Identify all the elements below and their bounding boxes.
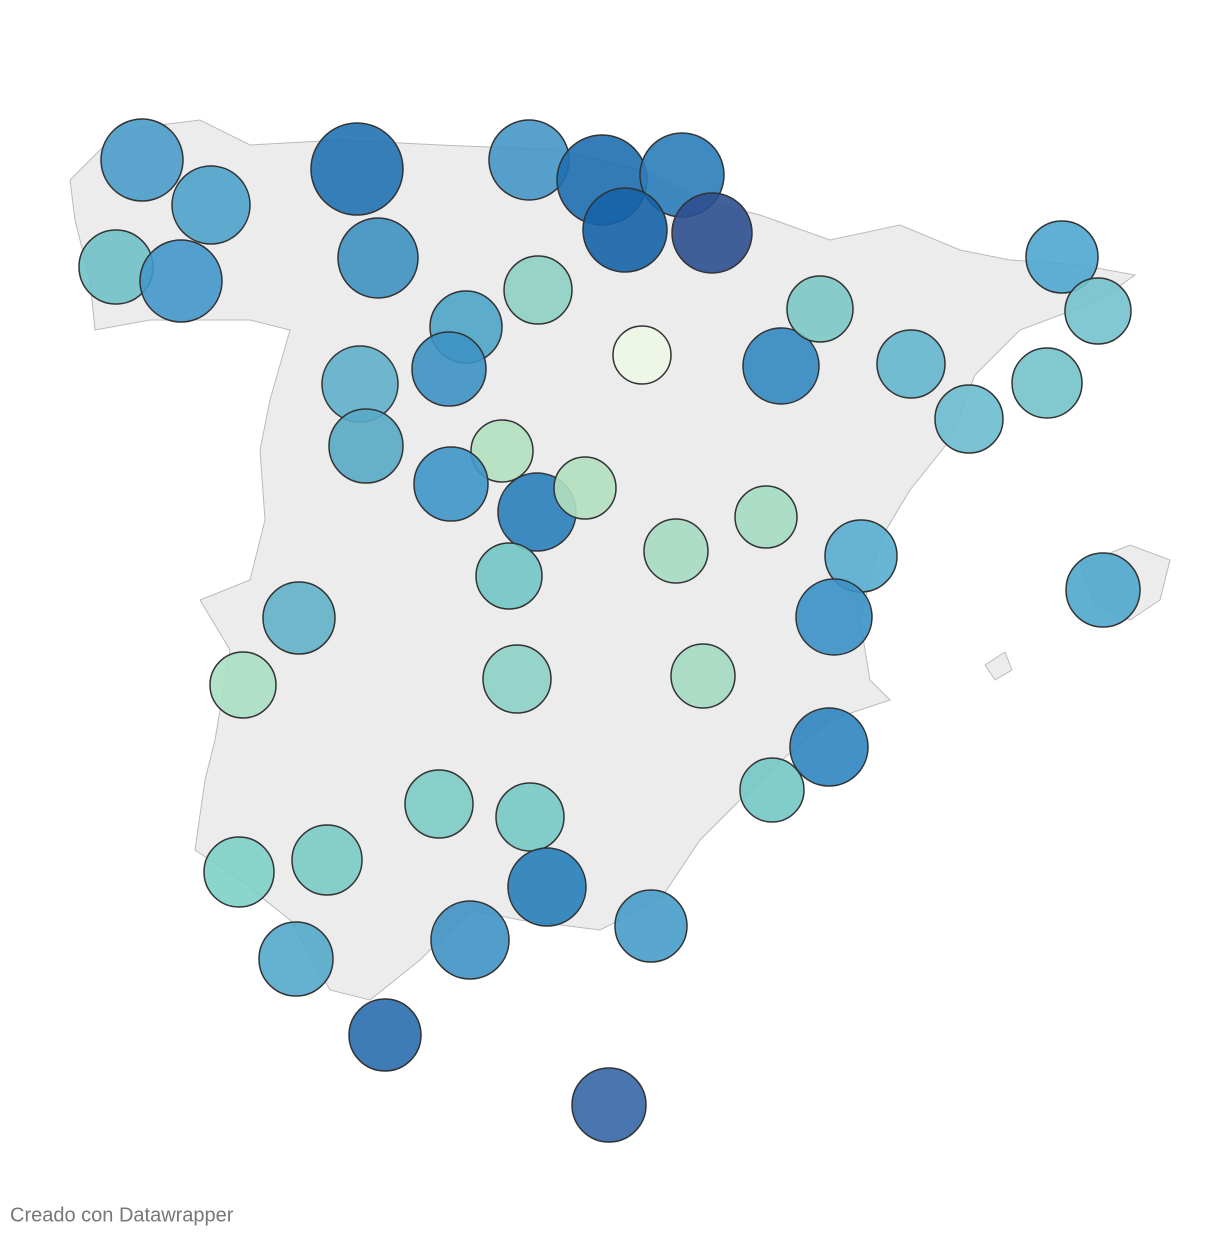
marker	[1064, 277, 1132, 345]
marker	[171, 165, 251, 245]
marker	[100, 118, 184, 202]
credit: Creado con Datawrapper	[10, 1204, 234, 1226]
marker	[310, 122, 404, 216]
marker	[337, 217, 419, 299]
marker	[209, 651, 277, 719]
marker	[553, 456, 617, 520]
marker	[291, 824, 363, 896]
marker	[328, 408, 404, 484]
marker	[411, 331, 487, 407]
marker	[1065, 552, 1141, 628]
island	[984, 651, 1013, 681]
marker	[262, 581, 336, 655]
marker	[404, 769, 474, 839]
marker	[795, 578, 873, 656]
marker	[742, 327, 820, 405]
marker	[470, 419, 534, 483]
marker	[495, 782, 565, 852]
marker	[203, 836, 275, 908]
marker	[643, 518, 709, 584]
marker	[734, 485, 798, 549]
marker	[934, 384, 1004, 454]
marker	[507, 847, 587, 927]
marker	[348, 998, 422, 1072]
marker	[876, 329, 946, 399]
marker	[571, 1067, 647, 1143]
marker	[789, 707, 869, 787]
marker	[482, 644, 552, 714]
marker	[612, 325, 672, 385]
marker	[1025, 220, 1099, 294]
markers	[78, 118, 1141, 1143]
marker	[475, 542, 543, 610]
marker	[614, 889, 688, 963]
marker	[430, 900, 510, 980]
marker	[139, 239, 223, 323]
marker	[1011, 347, 1083, 419]
marker	[739, 757, 805, 823]
marker	[413, 446, 489, 522]
marker	[670, 643, 736, 709]
marker	[258, 921, 334, 997]
marker	[786, 275, 854, 343]
marker	[671, 192, 753, 274]
marker	[582, 187, 668, 273]
marker	[503, 255, 573, 325]
